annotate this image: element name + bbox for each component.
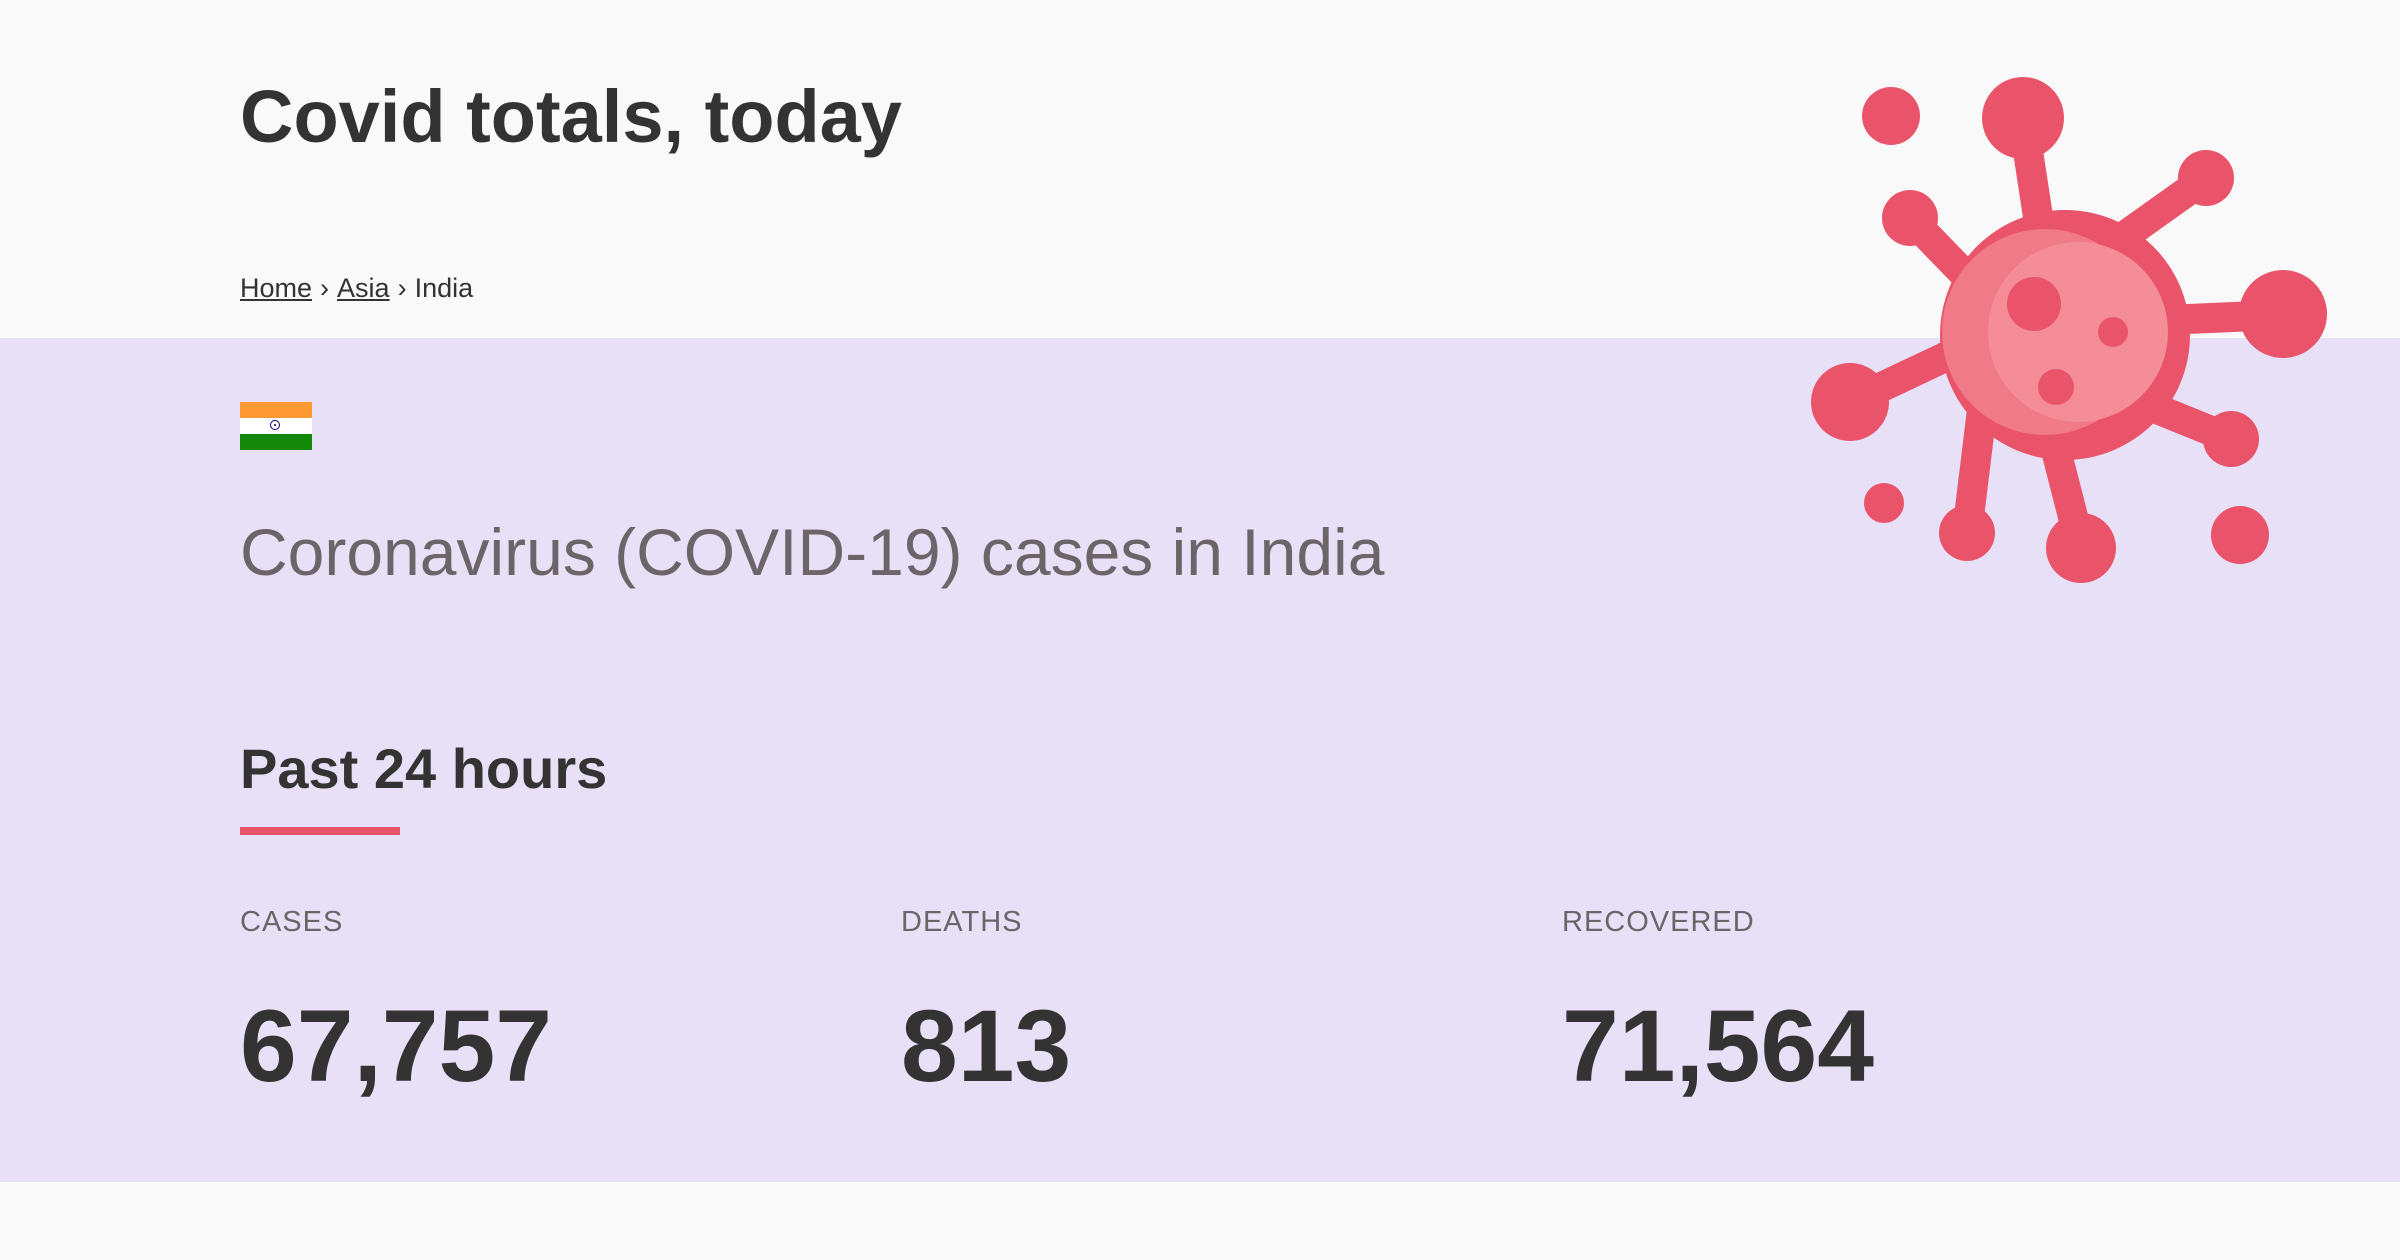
stat-value: 71,564	[1562, 989, 1874, 1103]
breadcrumb-link-asia[interactable]: Asia	[337, 273, 390, 303]
stat-recovered: RECOVERED 71,564	[1562, 902, 2162, 1104]
breadcrumb: Home › Asia › India	[240, 270, 473, 306]
stat-label: DEATHS	[901, 906, 1023, 938]
breadcrumb-separator: ›	[397, 273, 407, 303]
stat-label: CASES	[240, 906, 344, 938]
heading-underline	[240, 827, 400, 835]
breadcrumb-separator: ›	[320, 273, 330, 303]
stat-label: RECOVERED	[1562, 906, 1755, 938]
page-header: Covid totals, today Home › Asia › India	[0, 0, 2400, 338]
breadcrumb-current: India	[414, 273, 474, 303]
period-heading: Past 24 hours	[240, 737, 608, 800]
stat-cases: CASES 67,757	[240, 902, 840, 1104]
breadcrumb-link-home[interactable]: Home	[240, 273, 313, 303]
stat-value: 813	[901, 989, 1072, 1103]
stat-value: 67,757	[240, 989, 552, 1103]
india-flag-icon	[240, 402, 312, 450]
stat-deaths: DEATHS 813	[901, 902, 1501, 1104]
country-stats-section	[0, 338, 2400, 1182]
site-title: Covid totals, today	[240, 75, 902, 158]
country-headline: Coronavirus (COVID-19) cases in India	[240, 515, 1385, 589]
virus-icon	[1811, 77, 2327, 583]
